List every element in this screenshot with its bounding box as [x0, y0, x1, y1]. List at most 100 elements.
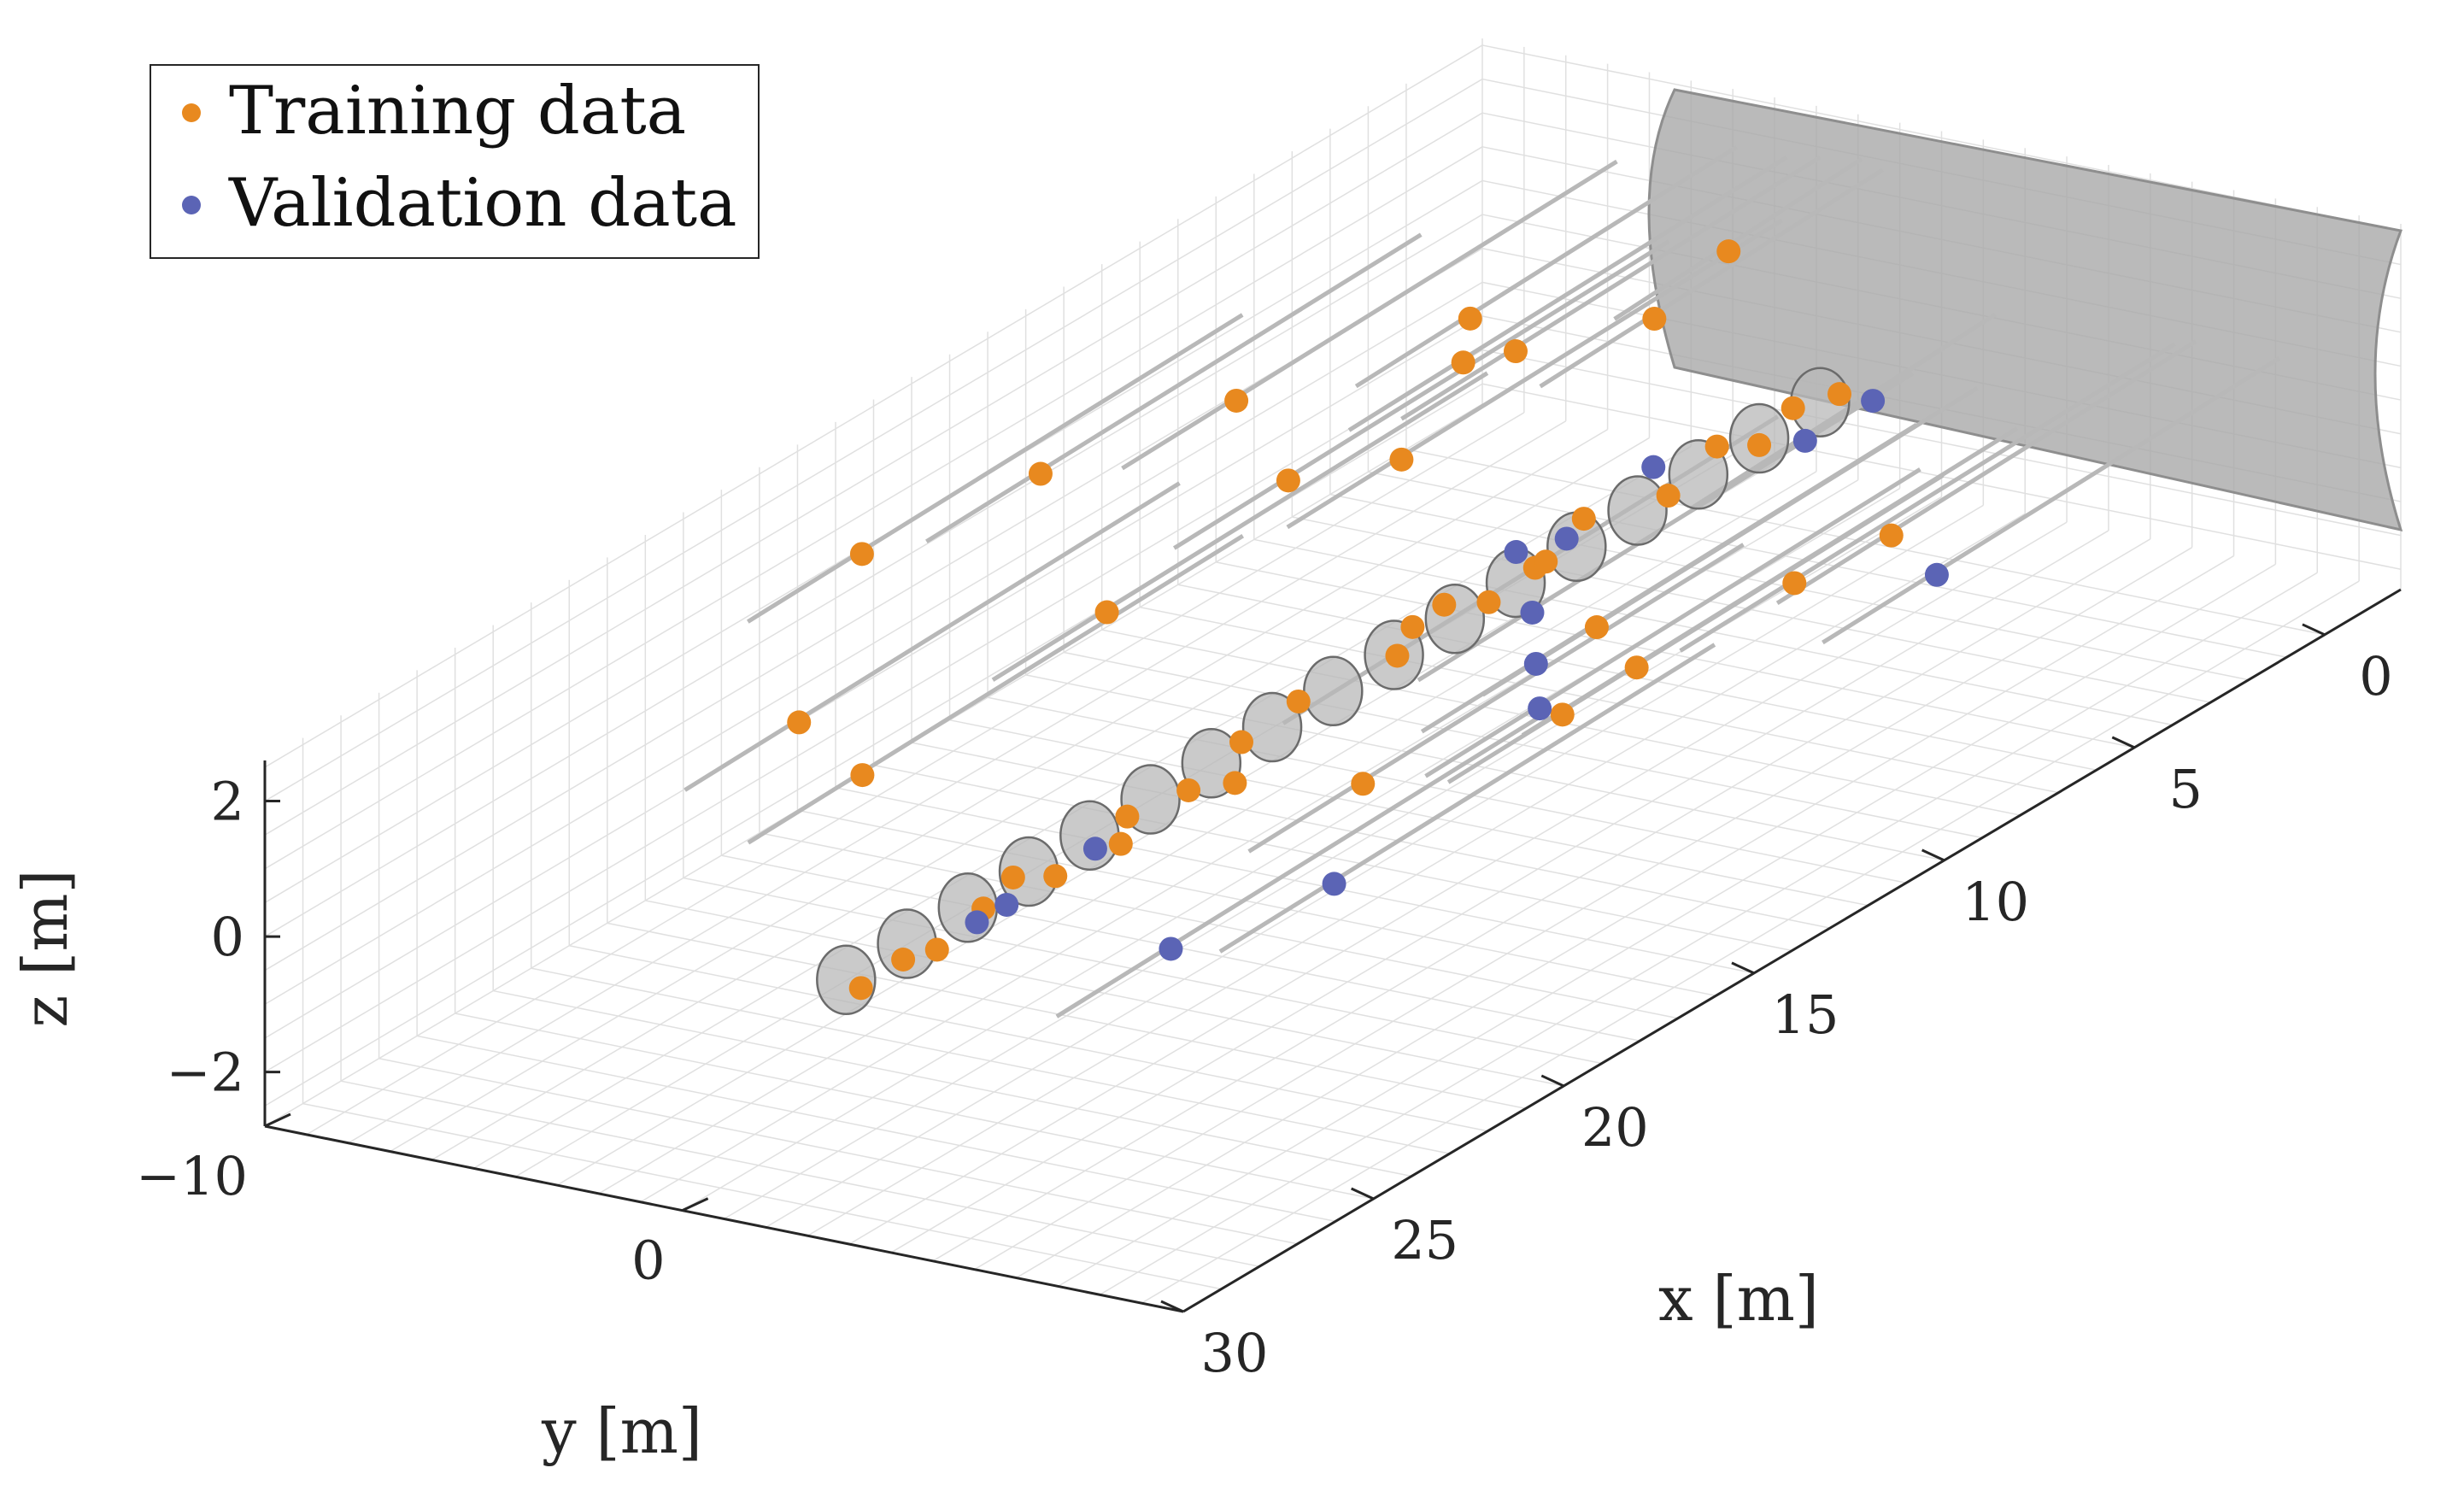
training-point [1656, 484, 1681, 508]
x-tick-label: 5 [2169, 758, 2203, 820]
x-tick-label: 15 [1772, 983, 1839, 1046]
training-point [891, 948, 916, 972]
borehole-line [747, 534, 1245, 845]
y-tick-label: −10 [136, 1145, 248, 1207]
training-point [1624, 655, 1649, 680]
training-point [924, 937, 949, 962]
training-point [1400, 614, 1425, 639]
training-point [1642, 307, 1667, 332]
cylinder-segment [1607, 475, 1668, 546]
grid-floor [264, 403, 2402, 1312]
floor-grid-line [1141, 580, 2360, 1304]
legend-label-validation: Validation data [228, 165, 737, 242]
training-point [1534, 549, 1558, 574]
training-point [1781, 396, 1805, 420]
validation-point [1082, 837, 1107, 861]
training-point [1716, 239, 1741, 264]
floor-grid-line [807, 513, 2026, 1236]
legend-marker-training [182, 103, 201, 122]
floor-grid-line [724, 496, 1942, 1220]
training-point [1043, 864, 1068, 889]
training-point [850, 763, 875, 788]
x-tick-mark [1731, 961, 1755, 975]
floor-grid-line [1016, 555, 2234, 1279]
x-tick-label: 20 [1581, 1096, 1649, 1159]
validation-point [1523, 651, 1548, 676]
training-point [1550, 702, 1575, 727]
borehole-line [1173, 239, 1670, 550]
grid-side-wall [264, 44, 1483, 1126]
cylinder-segment [1303, 655, 1364, 727]
series-training-points [787, 239, 1904, 1001]
validation-point [1322, 872, 1346, 896]
x-tick-mark [1921, 848, 1945, 862]
training-point [1584, 615, 1609, 640]
training-point [1432, 592, 1457, 617]
borehole-line [1613, 156, 1863, 321]
y-tick-mark [264, 1112, 291, 1128]
validation-point [1504, 540, 1528, 565]
legend: Training data Validation data [150, 64, 760, 259]
side-grid-line [264, 78, 1483, 802]
x-tick-labels: 0 5 10 15 20 25 30 [1201, 645, 2393, 1384]
borehole-line [1218, 643, 1716, 954]
x-tick-label: 25 [1391, 1209, 1458, 1271]
borehole-line [1420, 422, 1918, 734]
validation-point [1520, 600, 1545, 625]
floor-grid-line [306, 412, 1525, 1136]
side-grid-line [264, 281, 1483, 1005]
x-tick-mark [1160, 1300, 1184, 1313]
y-tick-labels: −10 0 [136, 1145, 665, 1292]
training-point [1000, 865, 1025, 889]
floor-grid-line [932, 538, 2151, 1262]
borehole-line [991, 371, 1489, 682]
x-tick-mark [2111, 736, 2135, 749]
training-point [1879, 523, 1904, 548]
validation-point [1159, 936, 1183, 961]
x-tick-label: 0 [2359, 645, 2392, 707]
x-tick-label: 10 [1962, 871, 2029, 933]
training-point [787, 710, 812, 735]
validation-point [1792, 428, 1817, 453]
z-tick-labels: 2 0 −2 [167, 771, 244, 1104]
borehole-line [1679, 342, 2176, 653]
training-point [1385, 643, 1410, 668]
validation-point [1528, 696, 1552, 721]
borehole-line [1446, 473, 1945, 784]
borehole-line [1775, 339, 2197, 605]
validation-point [1554, 526, 1579, 551]
side-grid-line [264, 146, 1483, 870]
x-tick-label: 30 [1201, 1322, 1269, 1384]
borehole-line [925, 232, 1423, 543]
side-grid-line [264, 214, 1483, 937]
validation-point [1861, 389, 1886, 414]
side-grid-line [264, 349, 1483, 1073]
side-grid-line [264, 315, 1483, 1039]
training-point [1451, 350, 1475, 375]
borehole-line [1539, 167, 1884, 389]
training-point [1458, 306, 1482, 331]
x-tick-mark [1540, 1074, 1564, 1088]
training-point [1229, 730, 1254, 754]
training-point [1571, 507, 1596, 531]
training-point [1115, 804, 1140, 829]
training-point [1224, 388, 1249, 413]
series-validation-points [965, 389, 1949, 961]
y-tick-label: 0 [631, 1230, 665, 1292]
borehole-line [1354, 145, 1738, 389]
x-axis-label: x [m] [1658, 1263, 1819, 1335]
floor-grid-line [765, 504, 1984, 1229]
training-point [1094, 600, 1119, 625]
borehole-line [1286, 218, 1784, 530]
training-point [1704, 434, 1729, 459]
training-point [1782, 571, 1807, 596]
cylinder-segment [1241, 691, 1303, 763]
legend-marker-validation [182, 196, 201, 214]
borehole-line [1400, 155, 1822, 421]
validation-point [965, 910, 989, 935]
floor-grid-line [348, 420, 1567, 1144]
cylinder-segment [1059, 800, 1120, 872]
training-point [1747, 432, 1772, 457]
training-point [1176, 778, 1201, 802]
